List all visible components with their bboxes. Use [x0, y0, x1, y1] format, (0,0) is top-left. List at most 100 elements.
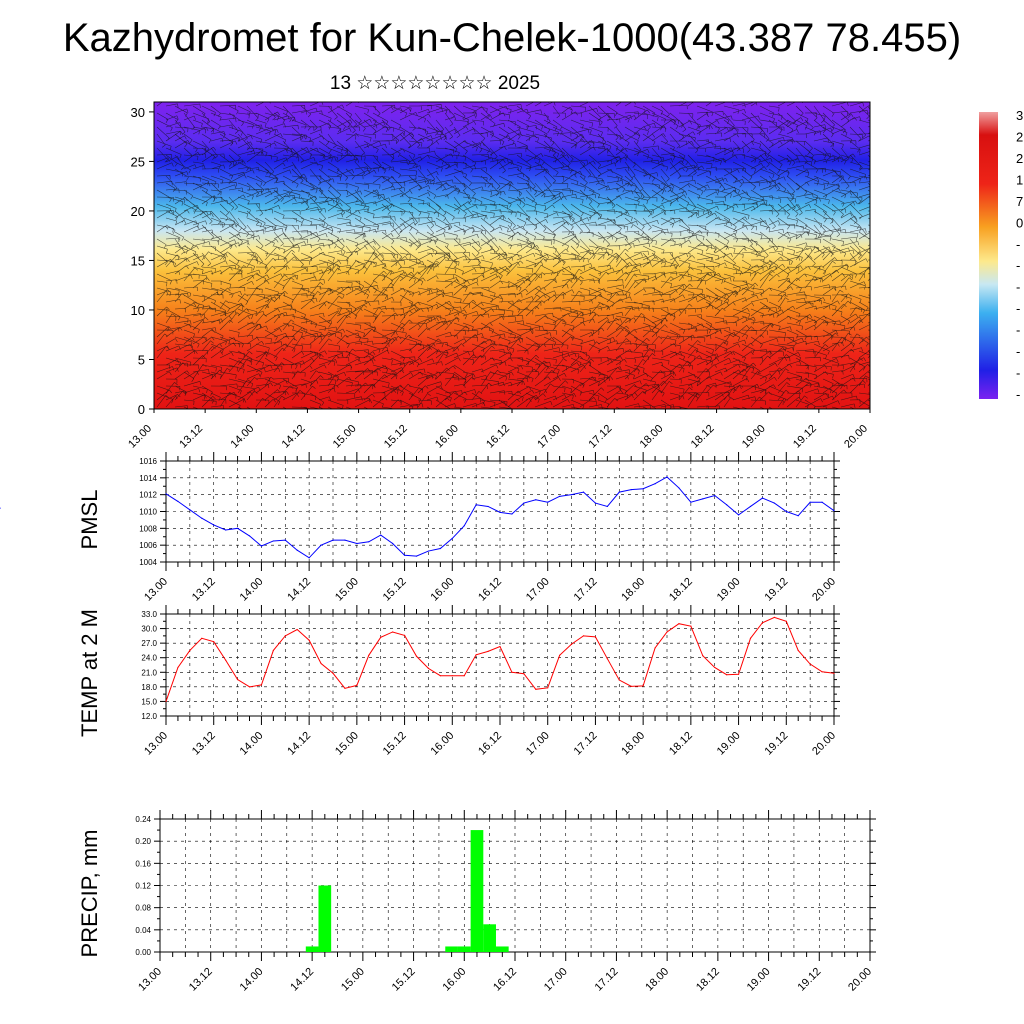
colorbar-label: 3	[1016, 108, 1023, 123]
temp-data-point	[606, 658, 608, 660]
cross-section-panel: 0 5 10 15 20 25 30 13.00 13.12 14.00 14.12 15.00 15.…	[126, 101, 871, 451]
y-tick-label: 25	[131, 154, 145, 169]
temp-data-point	[320, 662, 322, 665]
pmsl-data-point	[165, 493, 167, 495]
y-tick-label: 0.04	[135, 926, 151, 935]
y-tick-label: 24.0	[141, 654, 157, 663]
temp-data-point	[666, 631, 668, 633]
temp-data-point	[523, 673, 525, 675]
x-tick-label: 18.12	[694, 966, 722, 994]
temp-data-point	[415, 655, 418, 657]
precip-bar	[495, 946, 509, 952]
temp-data-point	[165, 700, 167, 703]
temp-data-point	[427, 667, 430, 670]
y-tick-label: 0.12	[135, 882, 151, 891]
x-tick-label: 13.12	[190, 576, 218, 604]
y-tick-label: 1012	[139, 491, 157, 500]
temp-data-point	[332, 672, 334, 674]
x-tick-label: 18.12	[667, 576, 695, 604]
x-tick-label: 17.12	[572, 730, 600, 758]
pmsl-data-point	[320, 544, 322, 546]
temp-data-point	[594, 636, 597, 638]
temp-data-point	[463, 675, 465, 677]
pmsl-data-point	[451, 537, 453, 540]
y-tick-label: 1010	[139, 508, 157, 517]
x-tick-label: 15.12	[382, 423, 410, 451]
temp-data-point	[380, 636, 382, 638]
precip-panel: 0.24 0.20 0.16 0.12 0.08 0.04 0.00 13.00 13.12 14…	[77, 810, 876, 994]
temp-data-point	[535, 688, 537, 690]
x-tick-label: 19.00	[745, 966, 773, 994]
colorbar-label: -	[1016, 366, 1020, 381]
x-tick-label: 16.00	[428, 576, 456, 604]
x-tick-label: 17.00	[524, 730, 552, 758]
x-tick-label: 13.12	[177, 423, 205, 451]
x-tick-label: 19.12	[762, 730, 790, 758]
colorbar-label: -	[1016, 323, 1020, 338]
temp-data-point	[773, 616, 775, 619]
x-tick-label: 16.12	[476, 576, 504, 604]
pmsl-data-point	[403, 554, 406, 556]
x-tick-label: 14.12	[285, 576, 313, 604]
pmsl-data-point	[487, 505, 489, 508]
pmsl-data-point	[606, 505, 608, 508]
y-tick-label: 0.20	[135, 837, 151, 846]
x-tick-label: 19.12	[795, 966, 823, 994]
x-tick-label: 13.00	[142, 576, 170, 604]
temp-data-point	[201, 637, 203, 639]
x-tick-label: 20.00	[846, 966, 874, 994]
pmsl-data-point	[785, 510, 787, 513]
pmsl-data-point	[690, 501, 692, 503]
x-tick-label: 14.00	[228, 423, 256, 451]
temp-data-point	[368, 654, 370, 656]
x-tick-label: 13.00	[126, 423, 154, 451]
colorbar-label: 0	[1016, 215, 1023, 230]
precip-bar	[318, 885, 332, 952]
colorbar-gradient	[979, 112, 998, 399]
pmsl-data-point	[225, 529, 227, 531]
temp-data-point	[272, 649, 274, 652]
temp-data-point	[761, 622, 764, 624]
temp-data-point	[511, 671, 513, 673]
temp-data-point	[785, 620, 787, 622]
x-tick-label: 15.00	[333, 730, 361, 758]
y-tick-label: 18.0	[141, 683, 157, 692]
chart-subtitle: 13 ☆☆☆☆☆☆☆☆ 2025	[329, 73, 541, 94]
temp-data-point	[236, 678, 239, 681]
pmsl-data-point	[761, 497, 764, 499]
temp-data-point	[487, 650, 489, 653]
pmsl-data-point	[475, 504, 477, 506]
temp-data-point	[559, 654, 561, 656]
colorbar-label: 1	[1016, 172, 1023, 187]
y-tick-label: 12.0	[141, 712, 157, 721]
y-tick-label: 0.24	[135, 815, 151, 824]
temp-data-point	[344, 687, 346, 689]
y-tick-label: 33.0	[141, 610, 157, 619]
x-tick-label: 16.12	[476, 730, 504, 758]
pmsl-data-point	[177, 500, 179, 502]
pmsl-data-point	[511, 513, 513, 515]
pmsl-data-point	[368, 541, 370, 543]
x-tick-label: 13.00	[142, 730, 170, 758]
pmsl-data-point	[296, 549, 298, 551]
y-tick-label: 27.0	[141, 639, 157, 648]
x-tick-label: 20.00	[842, 423, 870, 451]
pmsl-data-point	[284, 539, 286, 541]
x-tick-label: 19.00	[715, 730, 743, 758]
pmsl-data-point	[535, 499, 537, 501]
temp-data-point	[296, 628, 298, 631]
pmsl-data-point	[833, 510, 835, 512]
temp-data-point	[392, 631, 394, 633]
pmsl-data-point	[654, 483, 656, 485]
temp-data-point	[678, 623, 680, 625]
pmsl-data-point	[737, 514, 740, 516]
pmsl-data-point	[356, 542, 358, 545]
temp-data-point	[737, 673, 740, 675]
x-tick-label: 18.12	[689, 423, 717, 451]
pmsl-axis-label: PMSL	[77, 490, 102, 550]
x-tick-label: 15.12	[381, 576, 409, 604]
pmsl-data-point	[0, 507, 1, 509]
temp-data-point	[749, 637, 752, 639]
temp-panel: 33.0 30.0 27.0 24.0 21.0 18.0 15.0 12.0 13.00 13.…	[77, 605, 840, 758]
